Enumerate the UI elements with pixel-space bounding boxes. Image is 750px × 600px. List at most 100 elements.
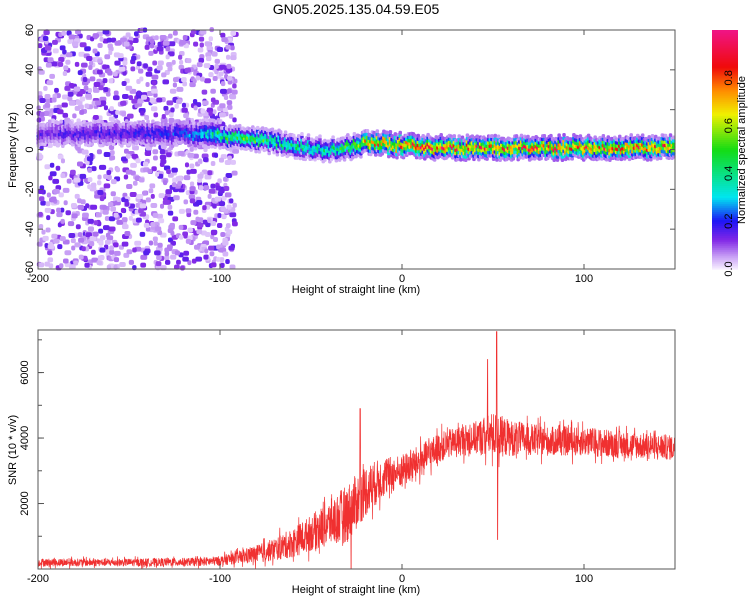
colorbar-segment bbox=[712, 261, 738, 264]
heatmap-cell bbox=[103, 174, 109, 180]
heatmap-cell bbox=[158, 193, 165, 199]
heatmap-cell bbox=[177, 150, 185, 156]
heatmap-cell bbox=[154, 226, 162, 232]
colorbar-segment bbox=[712, 255, 738, 258]
heatmap-cell bbox=[122, 93, 129, 99]
heatmap-cell bbox=[267, 151, 271, 156]
heatmap-cell bbox=[159, 149, 166, 155]
heatmap-cell bbox=[138, 177, 145, 183]
heatmap-cell bbox=[178, 54, 183, 60]
colorbar-segment bbox=[712, 43, 738, 47]
colorbar-segment bbox=[712, 101, 738, 105]
heatmap-cell bbox=[78, 237, 85, 243]
heatmap-cell bbox=[184, 67, 191, 73]
colorbar-segment bbox=[712, 147, 738, 151]
heatmap-cell bbox=[214, 196, 222, 202]
heatmap-cell bbox=[119, 261, 126, 267]
heatmap-cell bbox=[385, 130, 389, 135]
colorbar-tick-label: 0.6 bbox=[723, 118, 735, 133]
heatmap-cell bbox=[110, 206, 117, 212]
heatmap-cell bbox=[183, 199, 189, 205]
heatmap-cell bbox=[57, 154, 64, 160]
colorbar-segment bbox=[712, 115, 738, 119]
heatmap-cell bbox=[493, 133, 498, 138]
heatmap-cell bbox=[210, 183, 216, 189]
heatmap-cell bbox=[51, 233, 58, 239]
heatmap-cell bbox=[214, 58, 220, 64]
heatmap-cell bbox=[198, 158, 203, 164]
heatmap-cell bbox=[144, 150, 152, 156]
heatmap-cell bbox=[185, 238, 192, 244]
heatmap-cell bbox=[90, 204, 98, 210]
colorbar-segment bbox=[712, 49, 738, 53]
heatmap-cell bbox=[606, 135, 611, 140]
heatmap-cell bbox=[43, 29, 50, 35]
colorbar-segment bbox=[712, 211, 738, 214]
colorbar-segment bbox=[712, 47, 738, 51]
colorbar-segment bbox=[712, 241, 738, 244]
heatmap-cell bbox=[218, 145, 222, 150]
heatmap-cell bbox=[182, 34, 188, 40]
heatmap-cell bbox=[203, 185, 210, 191]
heatmap-cell bbox=[204, 174, 212, 180]
heatmap-cell bbox=[98, 228, 104, 234]
spectrogram-y-label: Frequency (Hz) bbox=[7, 112, 19, 188]
heatmap-cell bbox=[97, 174, 102, 180]
heatmap-cell bbox=[136, 61, 142, 67]
heatmap-cell bbox=[210, 230, 217, 236]
heatmap-cell bbox=[165, 189, 173, 195]
heatmap-cell bbox=[174, 250, 181, 256]
colorbar-segment bbox=[712, 169, 738, 173]
heatmap-cell bbox=[391, 154, 396, 159]
heatmap-cell bbox=[202, 100, 209, 106]
y-tick-label: -20 bbox=[24, 181, 36, 197]
heatmap-cell bbox=[80, 199, 86, 205]
heatmap-cell bbox=[77, 70, 83, 76]
heatmap-cell bbox=[214, 63, 219, 69]
heatmap-cell bbox=[150, 193, 155, 199]
heatmap-cell bbox=[122, 70, 127, 76]
heatmap-cell bbox=[38, 224, 44, 230]
colorbar-segment bbox=[712, 267, 738, 270]
colorbar-segment bbox=[712, 219, 738, 222]
heatmap-cell bbox=[97, 255, 105, 261]
heatmap-cell bbox=[270, 127, 275, 132]
colorbar-tick-label: 0.2 bbox=[723, 214, 735, 229]
heatmap-cell bbox=[65, 59, 71, 65]
heatmap-cell bbox=[99, 36, 104, 42]
heatmap-cell bbox=[181, 107, 188, 113]
heatmap-cell bbox=[306, 136, 311, 141]
heatmap-cell bbox=[204, 41, 211, 47]
heatmap-cell bbox=[64, 85, 71, 91]
heatmap-cell bbox=[162, 79, 170, 85]
colorbar-segment bbox=[712, 257, 738, 260]
heatmap-cell bbox=[185, 208, 192, 214]
heatmap-cell bbox=[187, 152, 195, 158]
heatmap-cell bbox=[154, 250, 161, 256]
heatmap-cell bbox=[126, 249, 133, 255]
colorbar-segment bbox=[712, 61, 738, 65]
colorbar-segment bbox=[712, 199, 738, 202]
heatmap-cell bbox=[163, 105, 169, 111]
heatmap-cell bbox=[208, 110, 213, 116]
heatmap-cell bbox=[149, 97, 156, 103]
heatmap-cell bbox=[170, 107, 175, 113]
colorbar-segment bbox=[712, 145, 738, 149]
colorbar-segment bbox=[712, 127, 738, 131]
y-tick-label: 2000 bbox=[19, 491, 31, 515]
heatmap-cell bbox=[134, 103, 139, 109]
heatmap-cell bbox=[183, 175, 191, 181]
heatmap-cell bbox=[649, 157, 653, 162]
colorbar-segment bbox=[712, 105, 738, 109]
y-tick-label: 6000 bbox=[19, 360, 31, 384]
heatmap-cell bbox=[133, 31, 139, 37]
heatmap-cell bbox=[218, 157, 225, 163]
heatmap-cell bbox=[306, 133, 311, 138]
heatmap-cell bbox=[97, 43, 103, 49]
heatmap-cell bbox=[91, 257, 99, 263]
heatmap-cell bbox=[457, 134, 461, 139]
heatmap-cell bbox=[231, 89, 238, 95]
y-tick-label: -40 bbox=[24, 221, 36, 237]
heatmap-cell bbox=[73, 86, 81, 92]
